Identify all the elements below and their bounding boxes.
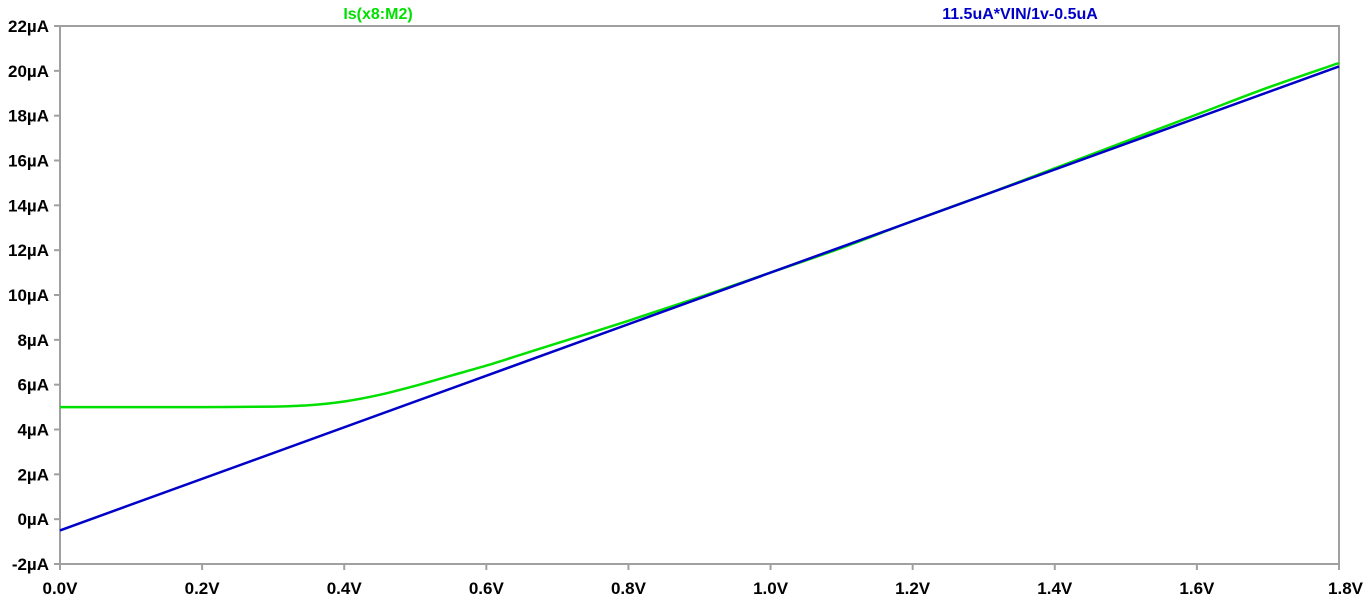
y-tick-label: 10µA [8,286,49,305]
y-tick-label: 22µA [8,17,49,36]
y-tick-label: 18µA [8,107,49,126]
y-tick-label: 8µA [17,331,49,350]
x-tick-label: 1.4V [1037,579,1073,598]
trace-is-m2 [60,61,1340,409]
y-tick-label: 0µA [17,510,49,529]
plot-border [59,25,1340,565]
y-tick-label: 2µA [17,465,49,484]
x-tick-label: 1.8V [1328,579,1363,598]
x-tick-label: 1.2V [895,579,931,598]
y-tick-label: 20µA [8,62,49,81]
traces [59,61,1340,532]
y-tick-label: 14µA [8,196,49,215]
x-tick-label: 0.6V [469,579,505,598]
x-tick-label: 1.0V [753,579,789,598]
y-tick-label: 12µA [8,241,49,260]
trace-label-expression[interactable]: 11.5uA*VIN/1v-0.5uA [942,6,1098,23]
x-tick-label: 0.8V [611,579,647,598]
x-axis: 0.0V 0.2V 0.4V 0.6V 0.8V 1.0V 1.2V 1.4V 1.6V 1.8V [43,564,1363,598]
x-tick-label: 1.6V [1179,579,1215,598]
x-tick-label: 0.4V [327,579,363,598]
plot-frame [59,25,1340,565]
trace-labels: Is(x8:M2) 11.5uA*VIN/1v-0.5uA [343,6,1098,23]
y-tick-label: 16µA [8,152,49,171]
trace-label-is-m2[interactable]: Is(x8:M2) [343,6,412,23]
trace-expression [59,65,1340,532]
y-axis: 22µA 20µA 18µA 16µA 14µA 12µA 10µA 8µA 6µA 4µA 2µA… [8,17,60,574]
x-tick-label: 0.0V [43,579,79,598]
y-tick-label: 4µA [17,421,49,440]
y-tick-label: -2µA [12,555,49,574]
x-tick-label: 0.2V [185,579,221,598]
y-tick-label: 6µA [17,376,49,395]
